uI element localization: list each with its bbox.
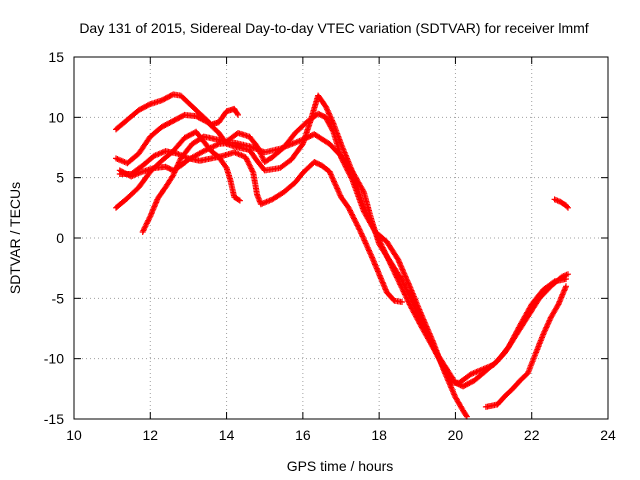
data-point	[351, 217, 358, 223]
data-point	[338, 154, 344, 161]
data-point	[348, 174, 355, 181]
y-tick-label: 0	[56, 230, 64, 246]
data-point	[234, 110, 241, 117]
data-point	[561, 287, 568, 294]
series-track-c	[113, 92, 571, 386]
series-track-a	[113, 91, 241, 133]
data-point	[349, 211, 355, 218]
data-point	[346, 206, 353, 213]
data-point	[235, 196, 242, 203]
x-tick-label: 22	[524, 427, 540, 443]
series-track-b	[116, 131, 569, 390]
series-track-d	[113, 128, 243, 211]
x-tick-label: 10	[66, 427, 82, 443]
data-point	[222, 163, 229, 170]
y-tick-label: -10	[44, 351, 64, 367]
data-point	[235, 111, 241, 118]
data-point	[463, 412, 470, 419]
grid-layer	[74, 57, 608, 419]
x-tick-label: 20	[448, 427, 464, 443]
x-tick-label: 12	[142, 427, 158, 443]
data-point	[565, 271, 571, 278]
plot-frame	[73, 56, 609, 420]
series-track-h	[551, 196, 571, 211]
data-point	[299, 142, 305, 149]
data-point	[563, 283, 569, 290]
x-tick-label: 18	[371, 427, 387, 443]
y-tick-label: 5	[56, 170, 64, 186]
data-point	[236, 197, 243, 204]
data-point	[329, 127, 336, 134]
series-track-f	[116, 148, 405, 305]
data-points-layer	[113, 91, 571, 420]
data-point	[324, 106, 330, 113]
y-tick-label: 10	[48, 109, 64, 125]
series-track-e	[139, 110, 470, 420]
data-point	[399, 299, 405, 305]
x-tick-label: 24	[600, 427, 616, 443]
ticks-layer: 10 12 14 16 18 20 22 24 -15 -10 -5 0 5 10 15	[44, 49, 616, 443]
chart-title: Day 131 of 2015, Sidereal Day-to-day VTE…	[79, 20, 588, 36]
y-tick-label: -5	[52, 290, 65, 306]
x-axis-label: GPS time / hours	[287, 458, 394, 474]
y-tick-label: 15	[48, 49, 64, 65]
data-point	[565, 204, 571, 211]
data-point	[564, 203, 570, 210]
y-axis-label: SDTVAR / TECUs	[7, 182, 23, 294]
data-point	[554, 302, 561, 309]
data-point	[354, 222, 361, 229]
series-track-g	[482, 283, 569, 410]
y-tick-label: -15	[44, 411, 64, 427]
x-tick-label: 14	[219, 427, 235, 443]
x-tick-label: 16	[295, 427, 311, 443]
